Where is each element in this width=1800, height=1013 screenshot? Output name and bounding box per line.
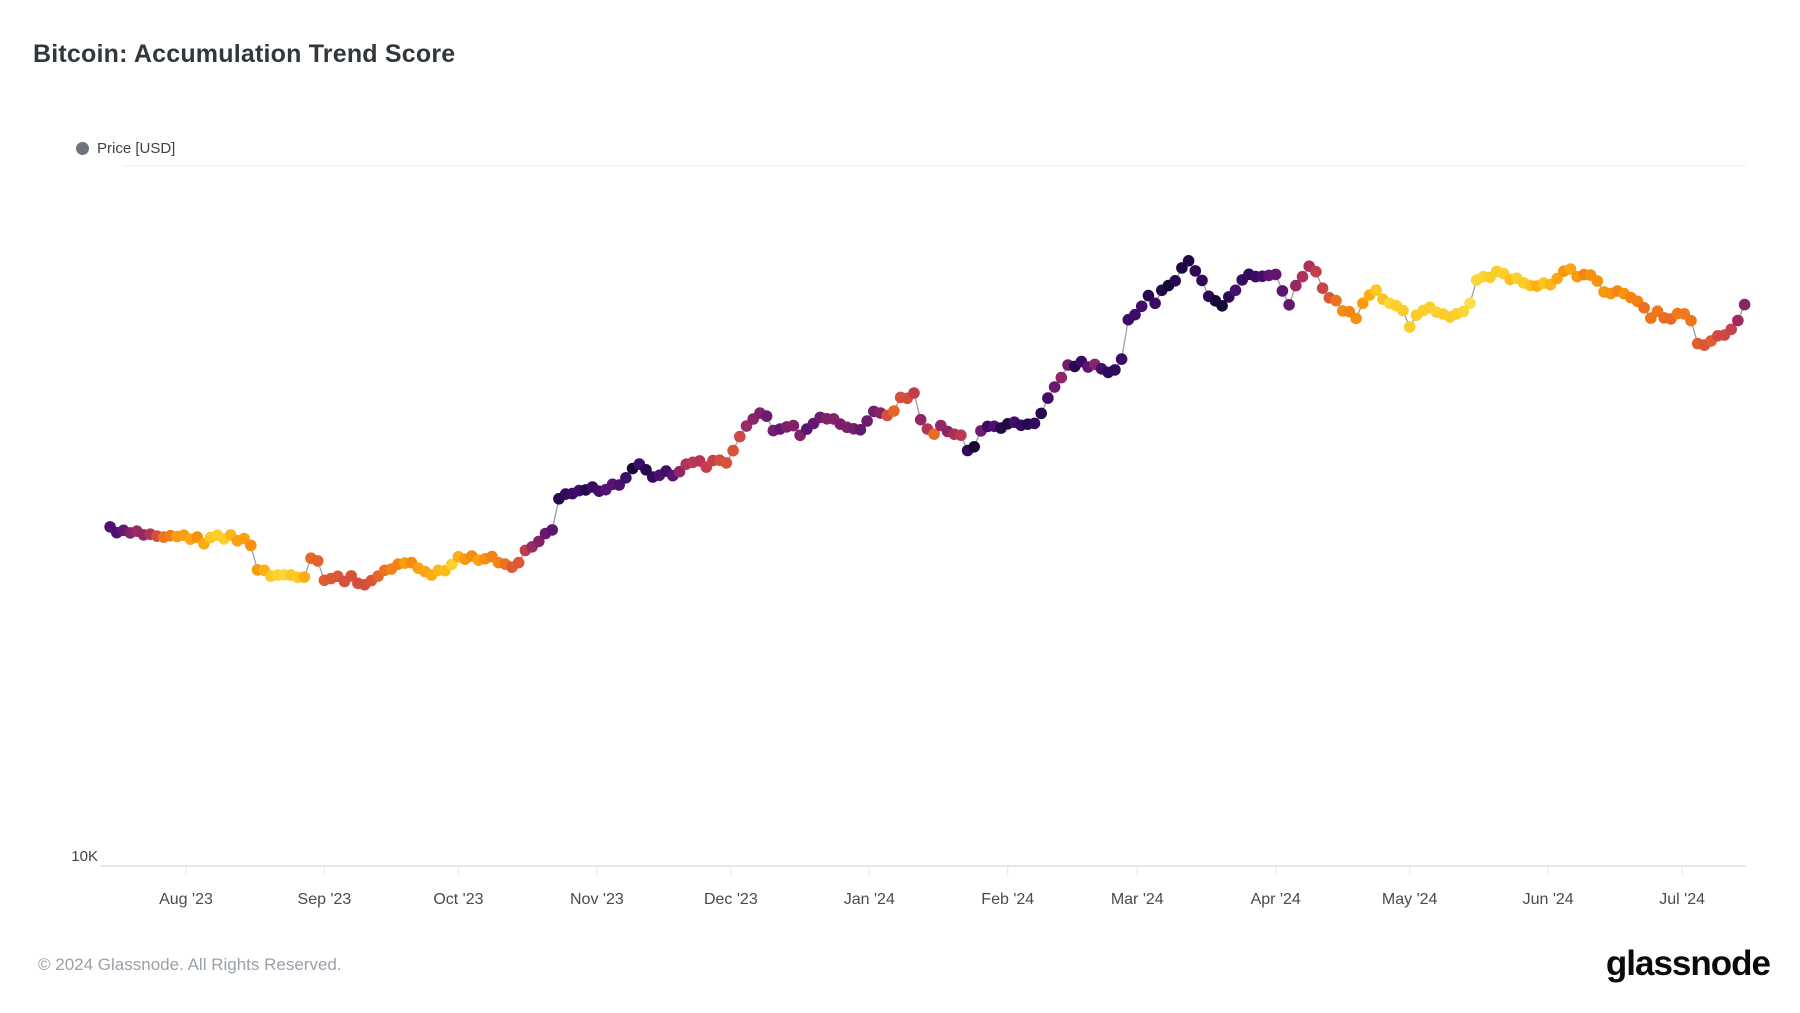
data-point: [888, 405, 900, 417]
page-title: Bitcoin: Accumulation Trend Score: [33, 40, 456, 68]
data-point: [1330, 294, 1342, 307]
data-point: [1269, 268, 1282, 281]
legend-dot-icon: [76, 142, 89, 155]
data-point: [1591, 275, 1604, 287]
data-point: [1196, 274, 1208, 287]
data-point: [968, 441, 980, 453]
data-point: [345, 570, 358, 582]
data-point: [1115, 353, 1128, 365]
data-point: [1357, 297, 1369, 310]
data-point: [1403, 321, 1416, 333]
data-point: [1028, 417, 1041, 430]
data-point: [1296, 270, 1309, 283]
data-point: [1189, 265, 1202, 277]
data-point: [1216, 300, 1228, 312]
data-point: [1048, 381, 1061, 393]
data-point: [854, 424, 867, 436]
x-tick-label: Jan '24: [843, 891, 895, 908]
x-tick-label: Nov '23: [569, 891, 624, 908]
data-point: [1035, 407, 1047, 420]
data-point: [1169, 275, 1181, 287]
data-point: [311, 555, 324, 567]
data-point: [1229, 284, 1242, 297]
data-point: [1732, 314, 1744, 327]
data-point: [1276, 285, 1289, 297]
data-point: [1042, 392, 1054, 404]
x-tick-label: Jun '24: [1522, 891, 1574, 908]
data-point: [1370, 284, 1382, 296]
data-point: [620, 472, 632, 484]
data-point: [1316, 282, 1329, 295]
data-point: [1135, 300, 1148, 313]
x-tick-label: May '24: [1381, 891, 1438, 908]
data-point: [1685, 314, 1697, 327]
data-point: [1149, 297, 1161, 310]
data-point: [1638, 302, 1650, 314]
data-point: [734, 430, 746, 443]
data-point: [1738, 298, 1751, 311]
data-point: [1397, 304, 1409, 317]
x-tick-label: Sep '23: [297, 891, 352, 908]
x-tick-label: Aug '23: [159, 891, 213, 908]
data-point: [1142, 289, 1155, 302]
data-point: [720, 457, 733, 469]
data-point: [512, 556, 525, 569]
y-axis-tick-label: 10K: [71, 848, 98, 865]
x-tick-label: Feb '24: [981, 891, 1035, 908]
data-point: [1182, 254, 1195, 267]
data-point: [1457, 305, 1470, 318]
price-connector-line: [109, 260, 1746, 586]
data-point: [1290, 279, 1302, 292]
data-point: [1310, 265, 1322, 278]
data-point: [1283, 299, 1295, 311]
data-point: [787, 419, 800, 432]
data-point: [1551, 272, 1563, 285]
legend-item-price[interactable]: Price [USD]: [76, 140, 175, 157]
data-point: [1129, 308, 1141, 321]
x-tick-label: Apr '24: [1250, 891, 1301, 908]
data-point: [445, 558, 458, 571]
data-point: [1464, 297, 1476, 310]
legend-label: Price [USD]: [97, 140, 176, 157]
data-point: [298, 571, 311, 583]
x-tick-label: Dec '23: [703, 891, 758, 908]
data-point: [908, 387, 920, 399]
data-point: [914, 413, 927, 426]
data-point: [928, 428, 940, 440]
copyright-text: © 2024 Glassnode. All Rights Reserved.: [38, 955, 342, 974]
data-point: [861, 415, 873, 427]
data-point: [955, 429, 967, 442]
data-point: [1725, 323, 1737, 336]
data-point: [533, 535, 545, 548]
data-point: [1109, 364, 1121, 376]
glassnode-logo: glassnode: [1605, 944, 1771, 983]
data-point: [1055, 371, 1068, 384]
data-point: [760, 410, 773, 422]
x-tick-label: Oct '23: [433, 891, 484, 908]
data-point: [673, 465, 686, 478]
x-tick-label: Jul '24: [1659, 891, 1705, 908]
data-point: [1350, 312, 1362, 325]
data-point: [546, 524, 558, 536]
data-point: [727, 444, 739, 457]
data-point: [1564, 263, 1577, 275]
x-tick-label: Mar '24: [1110, 891, 1164, 908]
data-point: [245, 539, 257, 552]
